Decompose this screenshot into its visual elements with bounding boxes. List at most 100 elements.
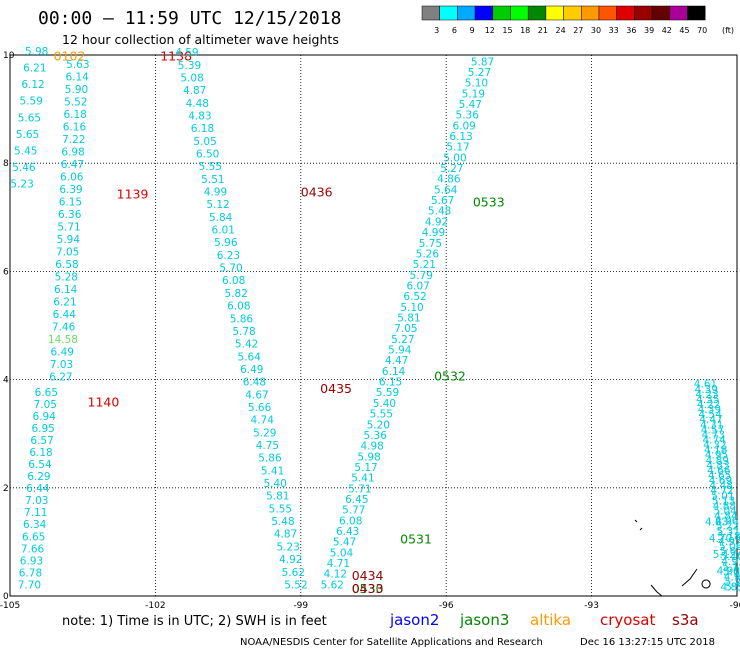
wave-height-value: 6.65 — [35, 387, 58, 399]
wave-height-value: 5.05 — [193, 136, 216, 148]
wave-height-value: 4.91 — [721, 556, 740, 568]
wave-height-value: 6.47 — [61, 159, 84, 171]
wave-height-value: 6.78 — [19, 567, 42, 579]
y-tick-label: 6 — [3, 267, 9, 277]
wave-height-value: 4.73 — [702, 429, 725, 441]
legend-swatch — [563, 5, 582, 21]
wave-height-value: 5.12 — [713, 549, 736, 561]
track-time-label: 1140 — [88, 395, 120, 410]
x-tick-label: -90 — [730, 601, 740, 611]
wave-height-value: 4.98 — [360, 441, 383, 453]
wave-height-value: 6.16 — [63, 122, 87, 134]
wave-height-value: 6.07 — [406, 280, 429, 292]
wave-height-value: 6.01 — [212, 225, 235, 237]
wave-height-value: 7.05 — [56, 247, 79, 259]
wave-height-value: 5.98 — [25, 46, 48, 58]
legend-swatch — [457, 5, 476, 21]
track-time-label: 1139 — [117, 186, 149, 201]
wave-height-value: 4.87 — [183, 85, 206, 97]
wave-height-value: 6.34 — [23, 519, 47, 531]
wave-height-value: 7.03 — [50, 359, 73, 371]
wave-height-value: 5.55 — [269, 503, 292, 515]
wave-height-value: 5.51 — [201, 174, 224, 186]
legend-swatch — [421, 5, 440, 21]
wave-height-value: 5.31 — [717, 526, 740, 538]
wave-height-value: 5.40 — [373, 398, 396, 410]
legend-label: 12 — [485, 26, 495, 35]
wave-height-value: 5.70 — [219, 263, 242, 275]
wave-height-value: 4.67 — [245, 389, 268, 401]
wave-height-value: 4.74 — [702, 435, 726, 447]
coastline — [634, 519, 711, 597]
y-tick-label: 0 — [3, 592, 9, 602]
legend-swatch — [687, 5, 706, 21]
wave-height-value: 7.22 — [62, 134, 85, 146]
wave-height-value: 5.21 — [413, 259, 436, 271]
wave-height-value: 5.04 — [713, 506, 737, 518]
wave-height-value: 6.44 — [26, 483, 50, 495]
wave-height-value: 6.57 — [30, 435, 53, 447]
wave-height-value: 5.86 — [230, 313, 254, 325]
timestamp-text: Dec 16 13:27:15 UTC 2018 — [580, 637, 715, 648]
note-text: note: 1) Time is in UTC; 2) SWH is in fe… — [62, 614, 327, 629]
wave-height-value: 6.18 — [29, 447, 52, 459]
wave-height-value: 5.20 — [367, 419, 390, 431]
wave-height-value: 5.25 — [725, 577, 740, 589]
wave-height-value: 7.05 — [34, 399, 57, 411]
plot-border — [9, 54, 738, 597]
wave-height-value: 5.08 — [723, 566, 740, 578]
wave-height-value: 5.64 — [434, 184, 458, 196]
legend-label: 45 — [679, 26, 689, 35]
wave-height-value: 4.92 — [425, 216, 448, 228]
wave-height-value: 5.77 — [342, 505, 365, 517]
wave-height-value: 6.48 — [243, 377, 266, 389]
legend-label: 70 — [697, 26, 707, 35]
wave-height-value: 6.54 — [28, 459, 52, 471]
wave-height-value: 5.71 — [57, 222, 80, 234]
wave-height-value: 6.49 — [51, 347, 74, 359]
x-tick-label: -96 — [439, 601, 454, 611]
wave-height-value: 4.35 — [696, 394, 719, 406]
legend-swatch — [651, 5, 671, 21]
legend-label: 21 — [538, 26, 548, 35]
wave-height-value: 5.59 — [376, 387, 399, 399]
wave-height-value: 4.48 — [186, 98, 209, 110]
wave-height-value: 5.62 — [321, 579, 344, 591]
wave-height-value: 6.09 — [452, 120, 475, 132]
track-time-label: 0533 — [473, 194, 505, 209]
grid-lines — [10, 55, 737, 596]
wave-height-value: 4.83 — [706, 460, 729, 472]
wave-height-value: 5.66 — [248, 402, 272, 414]
wave-height-value: 5.41 — [261, 465, 284, 477]
wave-height-value: 5.63 — [66, 59, 89, 71]
wave-height-value: 6.08 — [339, 515, 362, 527]
wave-height-value: 6.21 — [53, 297, 76, 309]
wave-height-value: 6.98 — [61, 147, 84, 159]
wave-height-value: 4.12 — [324, 569, 347, 581]
wave-height-value: 7.66 — [21, 543, 45, 555]
wave-height-value: 4.66 — [707, 465, 731, 477]
wave-height-value: 5.47 — [459, 99, 482, 111]
wave-height-value: 5.10 — [400, 302, 423, 314]
wave-height-value: 4.94 — [724, 571, 740, 583]
track-time-label: 0436 — [301, 185, 333, 200]
track-time-label: 1138 — [160, 48, 192, 63]
wave-height-value: 5.75 — [419, 238, 442, 250]
wave-height-value: 4.83 — [188, 110, 211, 122]
legend-swatch — [634, 5, 653, 21]
wave-height-value: 6.36 — [58, 209, 82, 221]
wave-height-value: 4.57 — [701, 424, 724, 436]
track-time-label: 0433 — [352, 581, 384, 596]
wave-height-value: 4.39 — [698, 404, 721, 416]
wave-height-value: 6.23 — [217, 250, 240, 262]
legend-label: 30 — [591, 26, 601, 35]
wave-height-value: 4.99 — [204, 187, 227, 199]
wave-height-value: 5.48 — [428, 206, 451, 218]
wave-height-value: 7.46 — [52, 322, 76, 334]
wave-height-value: 5.48 — [271, 516, 294, 528]
track-time-label: 0530 — [352, 581, 384, 596]
wave-height-value: 4.47 — [699, 414, 722, 426]
wave-height-value: 4.75 — [256, 440, 279, 452]
wave-height-value: 5.33 — [725, 582, 740, 594]
wave-height-value: 5.78 — [232, 326, 255, 338]
